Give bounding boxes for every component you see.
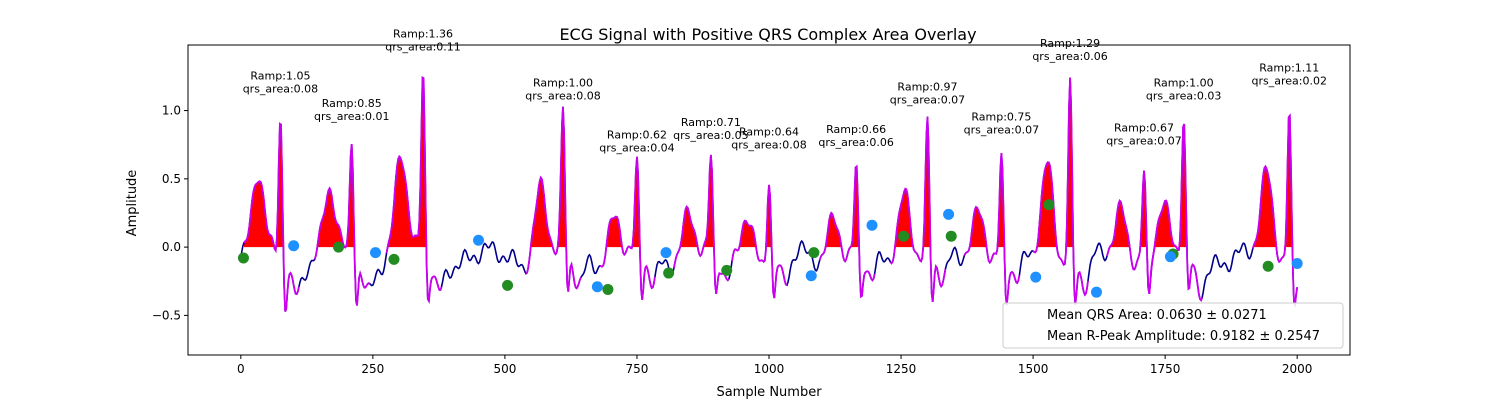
qrs-offset-marker (1164, 251, 1176, 263)
qrs-offset-marker (288, 240, 300, 252)
qrs-onset-marker (237, 252, 249, 264)
x-tick-label: 2000 (1282, 362, 1313, 376)
qrs-offset-marker (805, 270, 817, 282)
x-axis-ticks: 0 250 500 750 1000 1250 1500 1750 2000 (237, 355, 1312, 376)
qrs-onset-marker (663, 267, 675, 279)
r-peak-annotation: Ramp:1.29 qrs_area:0.06 (1032, 37, 1107, 63)
qrs-offset-marker (473, 234, 484, 246)
legend-entry-qrs-area: Mean QRS Area: 0.0630 ± 0.0271 (1047, 308, 1267, 323)
x-tick-label: 1250 (886, 362, 917, 376)
x-axis-label: Sample Number (716, 385, 822, 400)
r-peak-annotation: Ramp:0.75 qrs_area:0.07 (964, 111, 1039, 137)
r-peak-annotation: Ramp:0.66 qrs_area:0.06 (818, 123, 893, 149)
qrs-segment-line (889, 116, 947, 303)
y-axis-ticks: −0.5 0.0 0.5 1.0 (152, 104, 188, 322)
qrs-segment-line (243, 122, 300, 312)
legend-entry-r-peak: Mean R-Peak Amplitude: 0.9182 ± 0.2547 (1047, 329, 1320, 344)
y-tick-label: 1.0 (162, 104, 181, 118)
x-tick-label: 1750 (1150, 362, 1181, 376)
x-tick-label: 500 (493, 362, 516, 376)
x-tick-label: 0 (237, 362, 245, 376)
x-tick-label: 1500 (1018, 362, 1049, 376)
r-peak-annotation: Ramp:1.36 qrs_area:0.11 (385, 27, 460, 53)
qrs-area-fill (890, 116, 941, 248)
qrs-area-fill (732, 184, 782, 248)
qrs-area-fill (599, 156, 650, 248)
qrs-offset-marker (1090, 286, 1102, 298)
qrs-onset-marker (333, 241, 345, 253)
qrs-area-fill (314, 144, 365, 248)
qrs-onset-marker (721, 264, 733, 276)
qrs-segment-line (1146, 123, 1203, 302)
y-tick-label: −0.5 (152, 308, 181, 322)
qrs-segment-line (1106, 170, 1163, 294)
r-peak-annotation: Ramp:0.67 qrs_area:0.07 (1106, 122, 1181, 148)
qrs-area-fill (964, 152, 1015, 248)
qrs-area-fill (1033, 77, 1083, 248)
r-peak-annotation: Ramp:0.62 qrs_area:0.04 (599, 128, 674, 154)
qrs-area-fill (1252, 115, 1298, 248)
qrs-area-fill (243, 123, 294, 248)
qrs-segment-line (731, 184, 788, 299)
qrs-offset-marker (943, 208, 955, 220)
qrs-offset-marker (370, 247, 382, 259)
legend-box (1002, 302, 1344, 349)
qrs-segment-line (1032, 77, 1089, 305)
qrs-offset-marker (1291, 258, 1303, 270)
qrs-area-fill (673, 154, 724, 248)
qrs-offset-marker (660, 247, 672, 259)
x-tick-label: 750 (626, 362, 649, 376)
r-peak-annotation: Ramp:0.85 qrs_area:0.01 (314, 97, 389, 123)
legend: Mean QRS Area: 0.0630 ± 0.0271 Mean R-Pe… (1002, 302, 1344, 349)
r-peak-annotation: Ramp:1.00 qrs_area:0.03 (1146, 77, 1221, 103)
qrs-onset-marker (388, 253, 400, 265)
r-peak-annotation: Ramp:1.05 qrs_area:0.08 (243, 70, 318, 96)
qrs-area-fill (1107, 170, 1157, 248)
chart-title: ECG Signal with Positive QRS Complex Are… (559, 25, 976, 44)
r-peak-annotation: Ramp:0.64 qrs_area:0.08 (731, 126, 806, 152)
r-peak-annotation: Ramp:1.00 qrs_area:0.08 (525, 77, 600, 103)
qrs-segment-line (599, 156, 656, 300)
qrs-onset-marker (945, 230, 957, 242)
qrs-segment-line (525, 106, 582, 292)
y-tick-label: 0.5 (162, 172, 181, 186)
qrs-area-fill (526, 106, 576, 248)
qrs-segment-line (313, 144, 371, 306)
r-peak-annotation: Ramp:1.11 qrs_area:0.02 (1252, 62, 1327, 88)
r-peak-annotation: Ramp:0.97 qrs_area:0.07 (890, 81, 965, 107)
y-tick-label: 0.0 (162, 240, 181, 254)
qrs-onset-marker (898, 230, 910, 242)
qrs-segment-line (963, 152, 1021, 306)
qrs-segment-line (1251, 113, 1299, 308)
qrs-offset-marker (1030, 271, 1042, 283)
qrs-onset-marker (1262, 260, 1274, 272)
qrs-segment-line (818, 164, 876, 299)
qrs-offset-marker (591, 281, 603, 293)
qrs-onset-marker (602, 283, 614, 295)
y-axis-label: Amplitude (125, 170, 140, 237)
qrs-area-fill (386, 77, 437, 248)
r-peak-annotation: Ramp:0.71 qrs_area:0.05 (673, 116, 748, 142)
qrs-onset-marker (502, 279, 514, 291)
x-tick-label: 1000 (754, 362, 785, 376)
qrs-segment-line (385, 76, 443, 305)
qrs-onset-marker (808, 247, 820, 259)
qrs-onset-marker (1043, 199, 1055, 211)
qrs-offset-marker (866, 219, 878, 231)
qrs-segment-line (673, 154, 730, 295)
x-tick-label: 250 (361, 362, 384, 376)
